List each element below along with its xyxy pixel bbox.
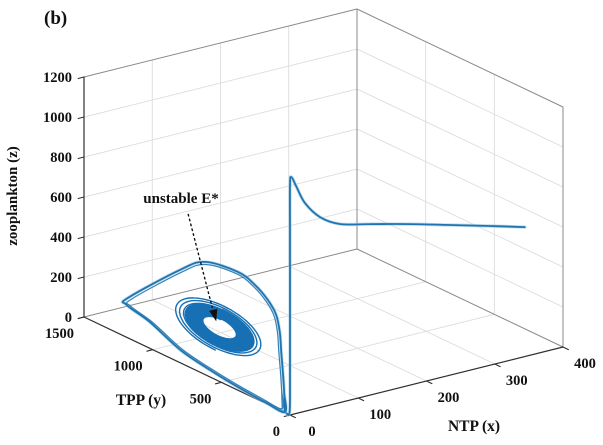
y-axis-title: TPP (y) [116,392,166,409]
y-tick-label: 1500 [45,326,74,342]
trajectory-curves [120,175,527,417]
y-tick-label: 0 [273,424,280,440]
tick-labels: 0200400600800100012000500100015000100200… [43,70,596,440]
axis-titles: NTP (x) TPP (y) zooplankton (z) [5,146,500,435]
spiral-attractor [174,297,262,357]
x-tick-label: 0 [308,424,315,440]
z-tick-label: 600 [50,190,72,206]
z-tick-label: 1200 [43,70,72,86]
x-axis-title: NTP (x) [448,418,500,435]
x-tick-label: 400 [574,356,596,372]
z-axis-title: zooplankton (z) [5,146,21,246]
z-tick-label: 0 [65,310,72,326]
x-tick-label: 300 [506,373,528,389]
annotation-unstable-e-star: unstable E* [143,191,219,207]
x-tick-label: 100 [369,407,391,423]
y-tick-label: 500 [190,391,212,407]
y-tick-label: 1000 [114,359,143,375]
box-edges [83,8,564,348]
z-tick-label: 800 [50,150,72,166]
grid-lines [83,25,564,399]
x-tick-label: 200 [438,390,460,406]
z-tick-label: 200 [50,270,72,286]
z-tick-label: 1000 [43,110,72,126]
panel-label: (b) [44,8,68,29]
tick-marks [77,76,569,419]
annotation-arrow [187,213,218,322]
arrowhead-icon [209,308,218,322]
z-tick-label: 400 [50,230,72,246]
axis-lines [83,76,564,416]
